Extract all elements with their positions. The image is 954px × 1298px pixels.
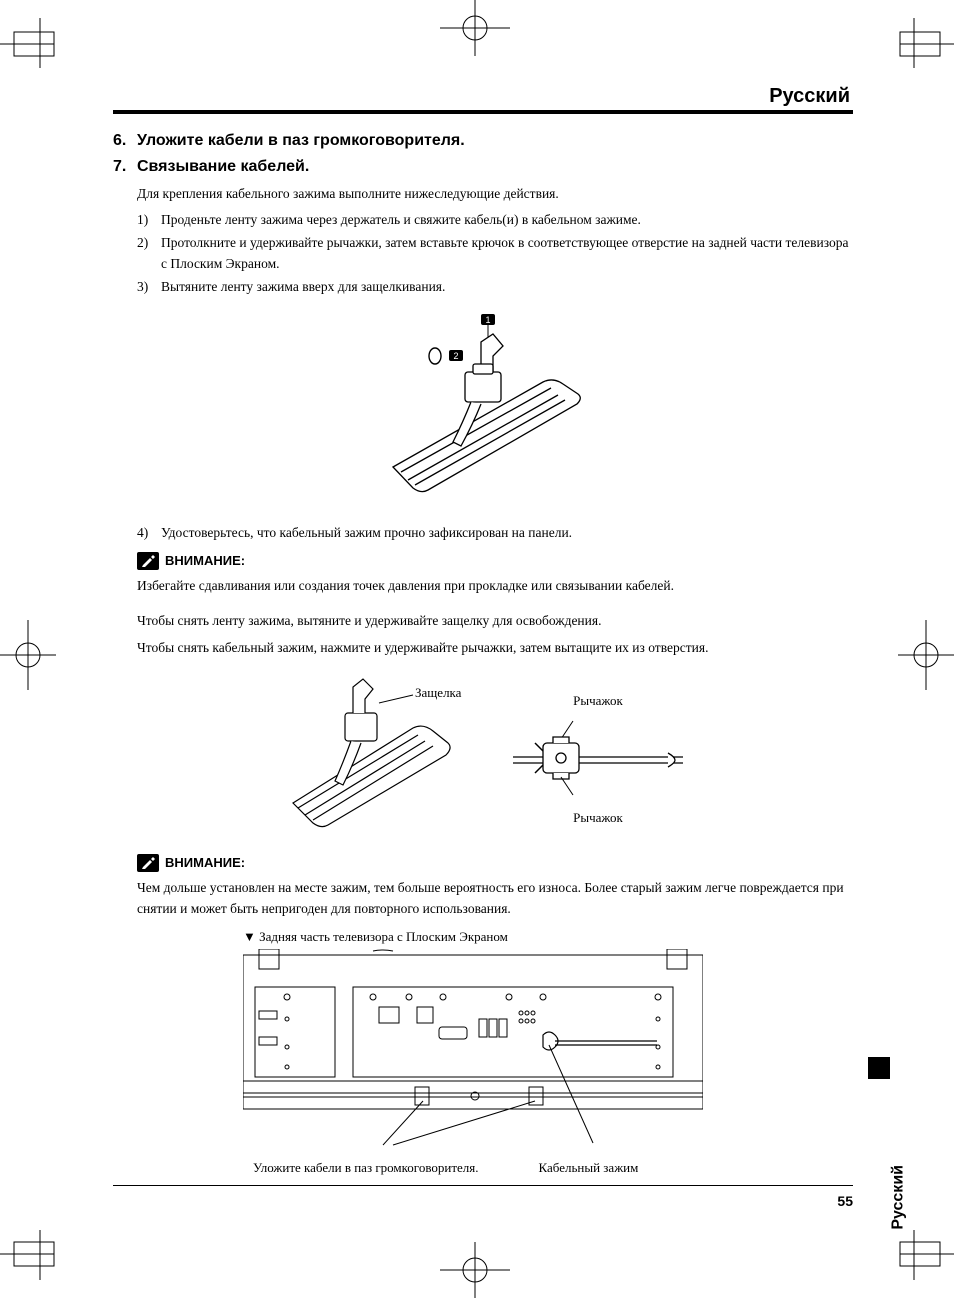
figure-clamp: 1 2 bbox=[113, 312, 853, 507]
crop-mark-bc bbox=[440, 1242, 510, 1298]
lever-diagram-icon bbox=[513, 713, 683, 803]
page-number: 55 bbox=[837, 1193, 853, 1209]
crop-mark-tl bbox=[0, 18, 60, 68]
svg-text:1: 1 bbox=[485, 315, 490, 325]
note-2-text: Чем дольше установлен на месте зажим, те… bbox=[137, 878, 853, 920]
note-2-label: ВНИМАНИЕ: bbox=[165, 855, 245, 870]
crop-mark-br bbox=[894, 1230, 954, 1280]
svg-text:2: 2 bbox=[453, 351, 458, 361]
section-7-number: 7. bbox=[113, 158, 137, 176]
section-6-number: 6. bbox=[113, 132, 137, 150]
crop-mark-mr bbox=[898, 620, 954, 690]
label-lever-bottom: Рычажок bbox=[513, 810, 683, 826]
step-2-text: Протолкните и удерживайте рычажки, затем… bbox=[161, 233, 853, 275]
section-7-heading: 7. Связывание кабелей. bbox=[113, 158, 853, 176]
section-7-intro: Для крепления кабельного зажима выполнит… bbox=[137, 184, 853, 204]
step-4-num: 4) bbox=[137, 523, 161, 544]
fig3-caption-right: Кабельный зажим bbox=[539, 1160, 639, 1176]
step-3-text: Вытяните ленту зажима вверх для защелкив… bbox=[161, 277, 445, 298]
section-6-title: Уложите кабели в паз громкоговорителя. bbox=[137, 132, 465, 150]
header-language: Русский bbox=[113, 85, 853, 110]
step-2: 2) Протолкните и удерживайте рычажки, за… bbox=[137, 233, 853, 275]
tv-back-diagram-icon bbox=[243, 949, 703, 1149]
note-2-header: ВНИМАНИЕ: bbox=[137, 854, 853, 872]
side-tab bbox=[868, 1057, 890, 1079]
note-1-header: ВНИМАНИЕ: bbox=[137, 552, 853, 570]
release-line-1: Чтобы снять ленту зажима, вытяните и уде… bbox=[137, 611, 853, 632]
step-3: 3) Вытяните ленту зажима вверх для защел… bbox=[137, 277, 853, 298]
fig3-prefix: ▼ bbox=[243, 929, 256, 944]
release-line-2: Чтобы снять кабельный зажим, нажмите и у… bbox=[137, 638, 853, 659]
side-language: Русский bbox=[890, 1165, 908, 1230]
label-latch: Защелка bbox=[415, 685, 461, 701]
footer-rule bbox=[113, 1185, 853, 1186]
label-lever-top: Рычажок bbox=[513, 693, 683, 709]
header-rule bbox=[113, 110, 853, 114]
step-4: 4) Удостоверьтесь, что кабельный зажим п… bbox=[137, 523, 853, 544]
crop-mark-bl bbox=[0, 1230, 60, 1280]
section-7-title: Связывание кабелей. bbox=[137, 158, 309, 176]
step-1-num: 1) bbox=[137, 210, 161, 231]
crop-mark-ml bbox=[0, 620, 56, 690]
clamp-diagram-icon: 1 2 bbox=[353, 312, 613, 502]
note-1-label: ВНИМАНИЕ: bbox=[165, 553, 245, 568]
fig3-caption-left: Уложите кабели в паз громкоговорителя. bbox=[253, 1160, 479, 1176]
step-4-text: Удостоверьтесь, что кабельный зажим проч… bbox=[161, 523, 572, 544]
section-6-heading: 6. Уложите кабели в паз громкоговорителя… bbox=[113, 132, 853, 150]
step-1-text: Проденьте ленту зажима через держатель и… bbox=[161, 210, 641, 231]
crop-mark-tr bbox=[894, 18, 954, 68]
step-3-num: 3) bbox=[137, 277, 161, 298]
page-content: Русский 6. Уложите кабели в паз громкого… bbox=[113, 85, 853, 1176]
note-1-text: Избегайте сдавливания или создания точек… bbox=[137, 576, 853, 597]
figure-latch-lever: Защелка Рычажок Рычажок bbox=[113, 673, 853, 838]
step-2-num: 2) bbox=[137, 233, 161, 275]
pencil-icon bbox=[137, 854, 159, 872]
figure-tv-back: ▼ Задняя часть телевизора с Плоским Экра… bbox=[243, 929, 853, 1176]
crop-mark-tc bbox=[440, 0, 510, 56]
step-1: 1) Проденьте ленту зажима через держател… bbox=[137, 210, 853, 231]
fig3-title: Задняя часть телевизора с Плоским Экрано… bbox=[259, 929, 508, 944]
pencil-icon bbox=[137, 552, 159, 570]
